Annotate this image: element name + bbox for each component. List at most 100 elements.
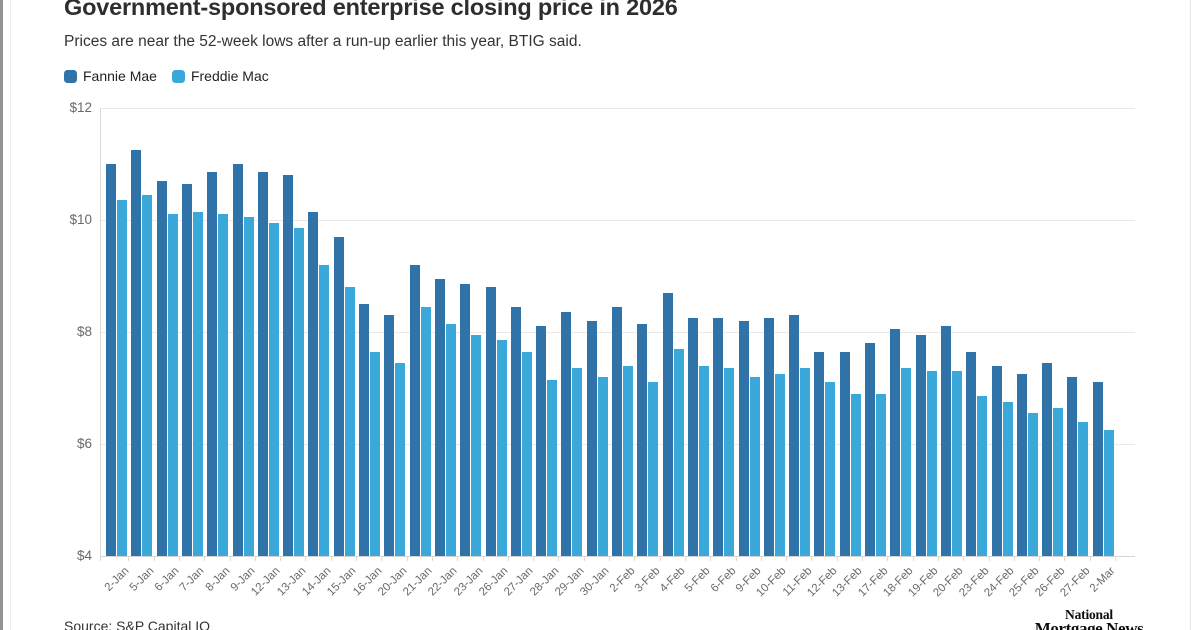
bar-freddie-mac	[395, 363, 405, 556]
bar-freddie-mac	[471, 335, 481, 556]
bar-fannie-mae	[865, 343, 875, 556]
y-axis-label: $4	[76, 548, 92, 563]
logo-line-1: National	[1065, 607, 1113, 622]
x-axis-tick	[432, 556, 433, 561]
bar-fannie-mae	[789, 315, 799, 556]
legend-item-freddie-mac: Freddie Mac	[171, 68, 269, 84]
national-mortgage-news-logo: National Mortgage News	[1030, 608, 1148, 630]
left-edge-border	[0, 0, 3, 630]
x-axis-tick	[736, 556, 737, 561]
bar-fannie-mae	[1042, 363, 1052, 556]
x-axis-tick	[989, 556, 990, 561]
x-axis-tick	[280, 556, 281, 561]
bar-fannie-mae	[941, 326, 951, 556]
chart-legend: Fannie Mae Freddie Mac	[64, 68, 269, 84]
bar-fannie-mae	[663, 293, 673, 556]
x-axis-tick	[887, 556, 888, 561]
x-axis-tick	[786, 556, 787, 561]
bar-fannie-mae	[536, 326, 546, 556]
bar-fannie-mae	[890, 329, 900, 556]
logo-line-2: Mortgage News	[1034, 619, 1144, 630]
bar-freddie-mac	[1053, 408, 1063, 556]
bar-freddie-mac	[598, 377, 608, 556]
page-title: Government-sponsored enterprise closing …	[64, 0, 678, 20]
x-axis-tick	[685, 556, 686, 561]
bar-fannie-mae	[1017, 374, 1027, 556]
x-axis-tick	[660, 556, 661, 561]
bar-freddie-mac	[218, 214, 228, 556]
gridline	[100, 220, 1135, 221]
x-axis-tick	[761, 556, 762, 561]
y-axis-label: $6	[76, 436, 92, 451]
bar-freddie-mac	[1104, 430, 1114, 556]
x-axis-tick	[1039, 556, 1040, 561]
bar-fannie-mae	[435, 279, 445, 556]
bar-freddie-mac	[724, 368, 734, 556]
bar-fannie-mae	[182, 184, 192, 556]
bar-fannie-mae	[992, 366, 1002, 556]
bar-freddie-mac	[825, 382, 835, 556]
bar-freddie-mac	[319, 265, 329, 556]
x-axis-tick	[508, 556, 509, 561]
left-inner-border	[10, 0, 11, 630]
right-edge-border	[1190, 0, 1191, 630]
bar-freddie-mac	[750, 377, 760, 556]
x-axis-tick	[331, 556, 332, 561]
bar-fannie-mae	[587, 321, 597, 556]
bar-fannie-mae	[106, 164, 116, 556]
bar-freddie-mac	[446, 324, 456, 556]
bar-freddie-mac	[1078, 422, 1088, 556]
bar-fannie-mae	[612, 307, 622, 556]
bar-freddie-mac	[977, 396, 987, 556]
bar-freddie-mac	[674, 349, 684, 556]
x-axis-tick	[255, 556, 256, 561]
bar-freddie-mac	[623, 366, 633, 556]
y-axis-label: $12	[69, 100, 92, 115]
bar-fannie-mae	[486, 287, 496, 556]
x-axis-tick	[533, 556, 534, 561]
bar-fannie-mae	[637, 324, 647, 556]
x-axis-tick	[154, 556, 155, 561]
x-axis-tick	[356, 556, 357, 561]
bar-fannie-mae	[916, 335, 926, 556]
bar-freddie-mac	[800, 368, 810, 556]
bar-freddie-mac	[952, 371, 962, 556]
bar-freddie-mac	[370, 352, 380, 556]
x-axis-tick	[128, 556, 129, 561]
bar-freddie-mac	[168, 214, 178, 556]
bar-fannie-mae	[258, 172, 268, 556]
bar-freddie-mac	[497, 340, 507, 556]
bar-fannie-mae	[764, 318, 774, 556]
legend-item-fannie-mae: Fannie Mae	[64, 68, 157, 84]
bar-freddie-mac	[1028, 413, 1038, 556]
bar-freddie-mac	[244, 217, 254, 556]
x-axis-tick	[179, 556, 180, 561]
bar-freddie-mac	[572, 368, 582, 556]
x-axis-tick	[1014, 556, 1015, 561]
x-axis-tick	[710, 556, 711, 561]
bar-fannie-mae	[966, 352, 976, 556]
bar-freddie-mac	[421, 307, 431, 556]
y-axis-line	[100, 108, 101, 561]
bar-freddie-mac	[648, 382, 658, 556]
bar-fannie-mae	[283, 175, 293, 556]
bar-freddie-mac	[193, 212, 203, 556]
x-axis-tick	[381, 556, 382, 561]
bar-freddie-mac	[117, 200, 127, 556]
x-axis-tick	[407, 556, 408, 561]
bar-fannie-mae	[511, 307, 521, 556]
bar-fannie-mae	[1067, 377, 1077, 556]
bar-fannie-mae	[561, 312, 571, 556]
x-axis-tick	[634, 556, 635, 561]
bar-fannie-mae	[814, 352, 824, 556]
page-subtitle: Prices are near the 52-week lows after a…	[64, 33, 582, 50]
fannie-mae-swatch-icon	[64, 69, 77, 83]
bar-fannie-mae	[308, 212, 318, 556]
x-axis-tick	[963, 556, 964, 561]
legend-label: Freddie Mac	[190, 68, 269, 84]
bar-fannie-mae	[233, 164, 243, 556]
bar-freddie-mac	[142, 195, 152, 556]
x-axis-tick	[913, 556, 914, 561]
plot-area: $12 $10 $8 $6 $4 2-Jan 5-Jan 6-Jan 7-Jan 8-Jan 9-J…	[69, 100, 1135, 599]
